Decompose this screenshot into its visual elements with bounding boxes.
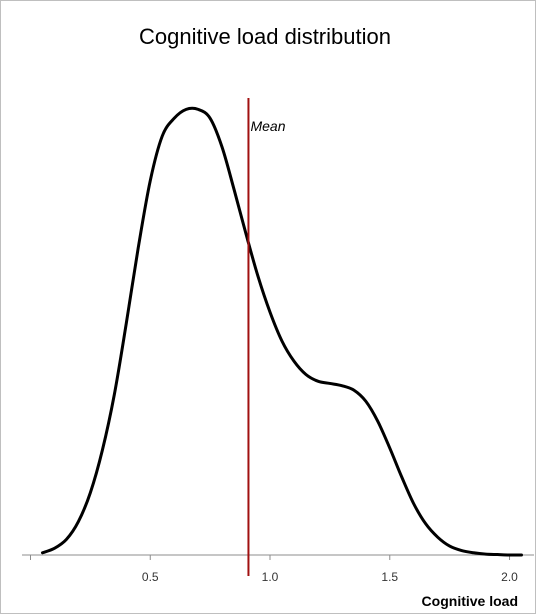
mean-label: Mean [250,118,285,134]
x-tick-label: 1.5 [381,570,398,584]
plot-area: 0.5 1.0 1.5 2.0 Mean [22,98,534,584]
x-tick-label: 2.0 [501,570,518,584]
x-axis-title: Cognitive load [422,593,518,609]
x-tick-label: 1.0 [262,570,279,584]
density-curve [40,106,523,557]
x-tick-label: 0.5 [142,570,159,584]
chart-title: Cognitive load distribution [139,24,391,49]
